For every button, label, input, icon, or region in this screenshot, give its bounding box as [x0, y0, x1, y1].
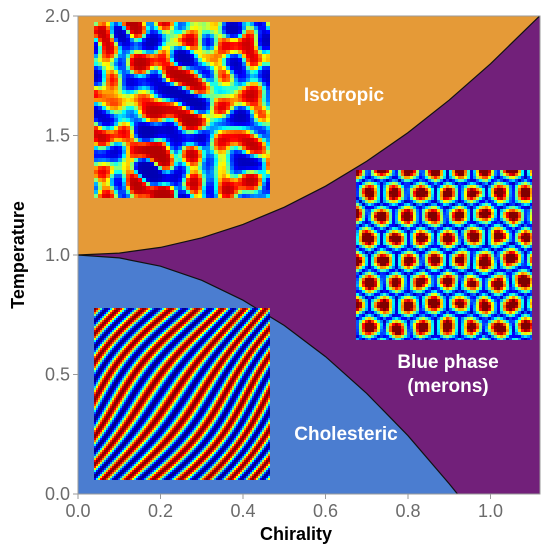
x-tick-label: 0.0 [65, 501, 90, 521]
x-tick-label: 0.2 [148, 501, 173, 521]
cholesteric-boundary-line [78, 254, 458, 494]
y-tick-label: 0.5 [45, 365, 70, 385]
isotropic-boundary-line [78, 16, 540, 256]
x-tick-label: 0.4 [230, 501, 255, 521]
x-axis: 0.0 0.2 0.4 0.6 0.8 1.0 [65, 494, 503, 521]
x-axis-title: Chirality [260, 524, 332, 544]
y-tick-label: 1.0 [45, 245, 70, 265]
cholesteric-texture-inset [94, 308, 270, 480]
y-tick-label: 2.0 [45, 6, 70, 26]
x-tick-label: 0.6 [313, 501, 338, 521]
y-tick-label: 1.5 [45, 126, 70, 146]
merons-label: (merons) [407, 376, 488, 397]
blue-phase-label: Blue phase [397, 352, 498, 373]
cholesteric-label: Cholesteric [294, 424, 398, 445]
isotropic-label: Isotropic [304, 85, 385, 106]
blue-phase-texture-inset [356, 170, 532, 340]
y-axis: 0.0 0.5 1.0 1.5 2.0 [45, 6, 78, 504]
isotropic-texture-inset [94, 22, 270, 198]
y-tick-label: 0.0 [45, 484, 70, 504]
x-tick-label: 1.0 [478, 501, 503, 521]
y-axis-title: Temperature [8, 201, 28, 309]
x-tick-label: 0.8 [395, 501, 420, 521]
